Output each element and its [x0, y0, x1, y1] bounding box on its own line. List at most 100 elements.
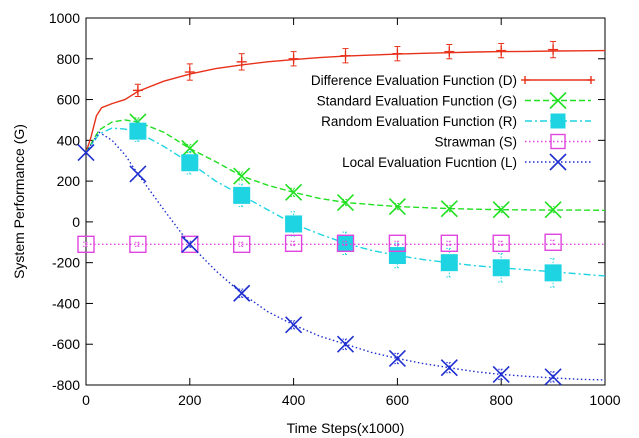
data-point: [233, 186, 251, 204]
data-point: [77, 144, 95, 162]
data-point: [285, 316, 303, 334]
legend-label: Local Evaluation Fucntion (L): [342, 155, 517, 170]
data-point: [544, 368, 562, 386]
plot-frame: [85, 17, 606, 386]
y-tick-label: 200: [57, 173, 81, 189]
series-4: [77, 131, 606, 386]
marker-stroke: [440, 359, 458, 377]
marker-stroke: [233, 167, 251, 185]
y-tick-label: -400: [52, 295, 80, 311]
error-bar: [498, 240, 505, 246]
series-line: [85, 127, 606, 277]
data-point: [548, 44, 559, 55]
legend-marker: [550, 113, 566, 129]
marker-stroke: [233, 284, 251, 302]
error-bar: [83, 241, 89, 247]
data-point: [129, 235, 147, 254]
legend-label: Random Evaluation Function (R): [321, 114, 517, 129]
series-3: [77, 233, 605, 254]
series-line: [85, 119, 606, 211]
error-bar: [342, 240, 349, 246]
legend-entry-4: Local Evaluation Fucntion (L): [342, 153, 591, 171]
data-point: [181, 154, 199, 172]
legend: Difference Evaluation Function (D) Standa…: [311, 73, 595, 171]
x-tick-label: 200: [178, 392, 202, 408]
y-tick-label: -800: [52, 377, 80, 393]
marker-stroke: [544, 368, 562, 386]
marker-stroke: [285, 183, 303, 201]
x-tick-label: 0: [82, 392, 90, 408]
data-point: [340, 50, 351, 61]
data-point: [132, 85, 143, 96]
legend-label: Standard Evaluation Function (G): [317, 94, 517, 109]
x-tick-label: 800: [490, 392, 514, 408]
data-point: [129, 165, 147, 183]
error-bar: [446, 247, 453, 278]
error-bar: [290, 240, 297, 246]
error-bar: [498, 252, 505, 283]
y-tick-label: 1000: [49, 10, 80, 26]
marker-stroke: [492, 201, 510, 219]
error-bar: [238, 241, 245, 247]
legend-entry-1: Standard Evaluation Function (G): [317, 91, 591, 110]
legend-marker: [550, 133, 566, 150]
data-point: [285, 183, 303, 201]
error-bar: [498, 368, 505, 380]
data-point: [181, 139, 199, 158]
legend-marker: [549, 91, 567, 110]
error-bar: [550, 239, 557, 245]
data-point: [492, 234, 510, 252]
marker-stroke: [492, 365, 510, 383]
data-point: [336, 234, 355, 252]
data-point: [440, 359, 458, 377]
data-point: [544, 233, 562, 251]
series-0: [85, 40, 606, 153]
error-bar: [550, 371, 557, 383]
error-bar: [446, 362, 453, 374]
data-point: [181, 235, 199, 254]
x-axis-title: Time Steps(x1000): [287, 420, 405, 436]
marker-stroke: [388, 198, 406, 216]
marker-stroke: [336, 335, 355, 353]
legend-entry-3: Strawman (S): [434, 133, 591, 150]
legend-entry-2: Random Evaluation Function (R): [321, 113, 591, 129]
error-bar: [550, 258, 557, 288]
x-tick-label: 1000: [589, 392, 620, 408]
y-tick-label: 800: [57, 51, 81, 67]
marker-stroke: [181, 139, 199, 158]
marker-stroke: [440, 200, 458, 218]
data-point: [233, 167, 251, 185]
marker-stroke: [388, 349, 406, 368]
series-2: [85, 120, 606, 288]
data-point: [440, 254, 458, 272]
data-point: [336, 335, 355, 353]
data-point: [392, 48, 403, 59]
data-point: [184, 67, 195, 78]
data-point: [492, 365, 510, 383]
y-tick-label: 600: [57, 92, 81, 108]
data-point: [496, 45, 507, 56]
marker-stroke: [549, 153, 567, 171]
data-point: [284, 234, 303, 252]
data-point: [388, 234, 407, 252]
error-bar: [394, 240, 401, 246]
data-point: [544, 201, 562, 219]
data-point: [440, 234, 458, 252]
data-point: [388, 349, 406, 368]
marker-stroke: [549, 91, 567, 110]
data-point: [285, 215, 303, 233]
series-line: [85, 131, 606, 381]
y-tick-label: -200: [52, 255, 80, 271]
error-bar: [342, 338, 349, 350]
data-point: [388, 198, 406, 216]
marker-stroke: [181, 235, 199, 253]
marker-stroke: [77, 144, 95, 162]
legend-entry-0: Difference Evaluation Function (D): [311, 73, 595, 88]
data-point: [181, 235, 199, 253]
marker-stroke: [544, 201, 562, 219]
data-point: [337, 234, 354, 252]
legend-marker: [587, 76, 595, 84]
legend-marker: [549, 153, 567, 171]
data-point: [544, 264, 562, 282]
